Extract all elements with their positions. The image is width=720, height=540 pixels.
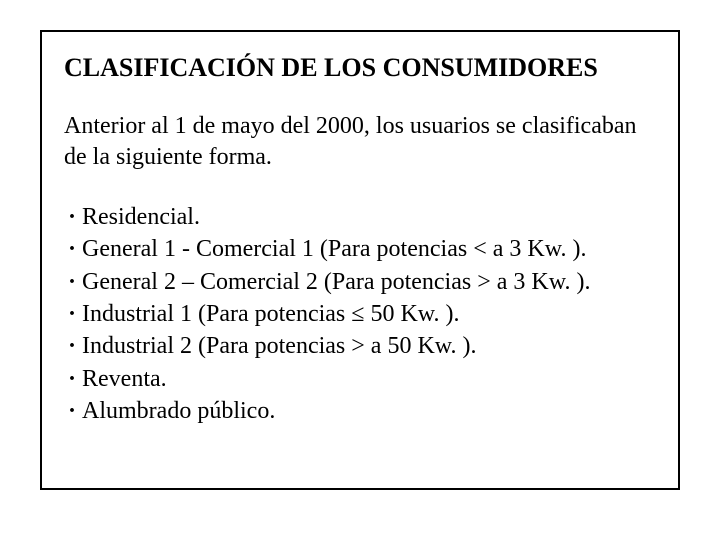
slide-title: CLASIFICACIÓN DE LOS CONSUMIDORES: [64, 52, 656, 85]
list-item: Industrial 2 (Para potencias > a 50 Kw. …: [68, 330, 656, 362]
list-item: Residencial.: [68, 201, 656, 233]
classification-list: Residencial. General 1 - Comercial 1 (Pa…: [64, 201, 656, 428]
content-box: CLASIFICACIÓN DE LOS CONSUMIDORES Anteri…: [40, 30, 680, 490]
list-item: Alumbrado público.: [68, 395, 656, 427]
list-item: Reventa.: [68, 363, 656, 395]
intro-paragraph: Anterior al 1 de mayo del 2000, los usua…: [64, 111, 656, 173]
list-item: General 1 - Comercial 1 (Para potencias …: [68, 233, 656, 265]
list-item: Industrial 1 (Para potencias ≤ 50 Kw. ).: [68, 298, 656, 330]
slide-page: CLASIFICACIÓN DE LOS CONSUMIDORES Anteri…: [0, 0, 720, 540]
list-item: General 2 – Comercial 2 (Para potencias …: [68, 266, 656, 298]
